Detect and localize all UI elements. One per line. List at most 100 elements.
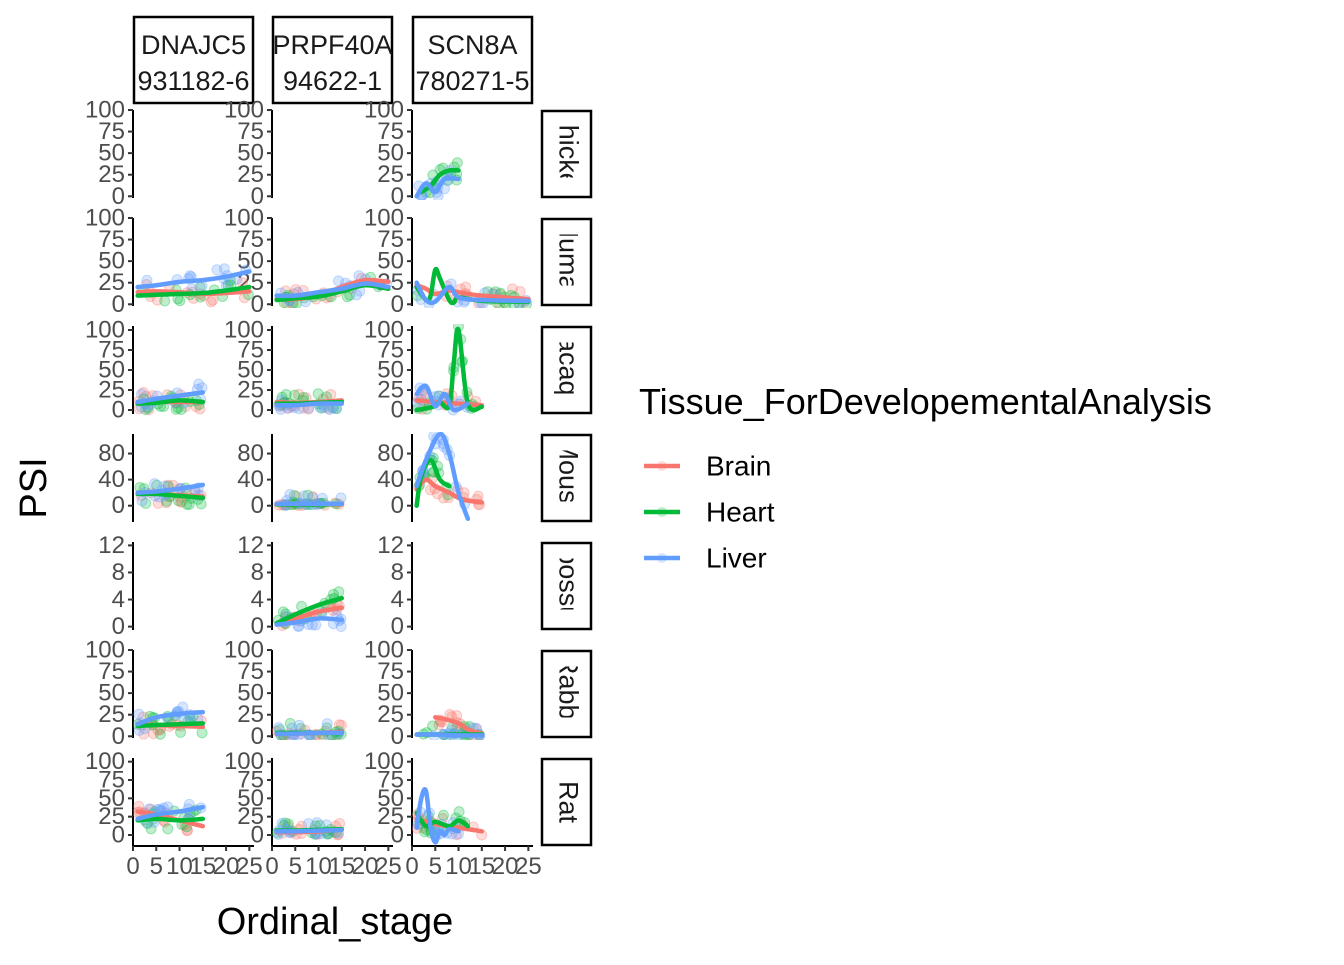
y-tick-label: 0 bbox=[112, 397, 125, 424]
y-tick-label: 0 bbox=[391, 291, 404, 318]
smooth-line-heart bbox=[135, 816, 206, 823]
y-tick-label: 25 bbox=[377, 161, 404, 188]
y-tick-label: 4 bbox=[391, 586, 404, 613]
y-tick-label: 25 bbox=[98, 701, 125, 728]
data-point bbox=[302, 489, 314, 501]
smooth-line-heart bbox=[414, 810, 471, 829]
y-tick-label: 40 bbox=[98, 466, 125, 493]
y-axis-title: PSI bbox=[13, 457, 55, 518]
data-point bbox=[170, 403, 182, 415]
y-tick-label: 12 bbox=[98, 532, 125, 559]
column-strip bbox=[411, 15, 534, 105]
y-tick-label: 0 bbox=[251, 397, 264, 424]
y-tick-label: 100 bbox=[364, 205, 404, 232]
x-tick-label: 15 bbox=[328, 853, 355, 880]
x-tick-label: 10 bbox=[445, 853, 472, 880]
y-tick-label: 25 bbox=[377, 701, 404, 728]
data-point bbox=[152, 497, 164, 509]
y-tick-label: 100 bbox=[364, 748, 404, 775]
data-point bbox=[145, 823, 157, 835]
row-strip bbox=[540, 541, 593, 631]
y-tick-label: 0 bbox=[391, 613, 404, 640]
data-point bbox=[284, 488, 296, 500]
y-tick-label: 40 bbox=[377, 466, 404, 493]
data-point bbox=[138, 728, 150, 740]
y-tick-label: 100 bbox=[85, 317, 125, 344]
y-tick-label: 0 bbox=[112, 822, 125, 849]
data-point bbox=[205, 296, 217, 308]
row-strip bbox=[540, 325, 593, 415]
data-point bbox=[181, 498, 193, 510]
y-tick-label: 50 bbox=[98, 785, 125, 812]
column-strip-label: 780271-5 bbox=[415, 66, 529, 96]
y-tick-label: 0 bbox=[391, 397, 404, 424]
x-tick-label: 20 bbox=[492, 853, 519, 880]
y-tick-label: 25 bbox=[377, 803, 404, 830]
y-tick-label: 8 bbox=[251, 559, 264, 586]
legend-label-liver: Liver bbox=[706, 543, 767, 574]
data-point bbox=[137, 387, 149, 399]
y-tick-label: 75 bbox=[377, 337, 404, 364]
x-tick-label: 0 bbox=[405, 853, 418, 880]
data-point bbox=[154, 728, 166, 740]
smooth-line-liver bbox=[414, 175, 461, 199]
y-tick-label: 100 bbox=[364, 637, 404, 664]
row-strip bbox=[540, 217, 593, 307]
x-tick-label: 10 bbox=[166, 853, 193, 880]
row-strip bbox=[540, 757, 593, 847]
x-tick-label: 25 bbox=[515, 853, 542, 880]
smooth-line-liver bbox=[135, 269, 252, 290]
column-strip-label: SCN8A bbox=[427, 30, 517, 60]
smooth-line-brain bbox=[433, 715, 485, 736]
y-tick-label: 50 bbox=[237, 140, 264, 167]
column-strip bbox=[271, 15, 394, 105]
column-strip bbox=[132, 15, 255, 105]
smooth-line-liver bbox=[414, 732, 485, 738]
row-strip-label: Human bbox=[554, 218, 584, 305]
y-tick-label: 100 bbox=[85, 748, 125, 775]
smooth-line-liver bbox=[274, 730, 345, 736]
smooth-line-heart bbox=[135, 398, 206, 406]
data-point bbox=[293, 388, 305, 400]
x-tick-label: 15 bbox=[468, 853, 495, 880]
y-tick-label: 75 bbox=[98, 337, 125, 364]
y-tick-label: 0 bbox=[391, 492, 404, 519]
data-point bbox=[148, 728, 160, 740]
data-point bbox=[277, 606, 289, 618]
y-tick-label: 25 bbox=[237, 701, 264, 728]
y-tick-label: 50 bbox=[98, 680, 125, 707]
legend-key-point bbox=[657, 553, 667, 563]
y-tick-label: 50 bbox=[377, 680, 404, 707]
y-tick-label: 0 bbox=[251, 613, 264, 640]
data-point bbox=[196, 727, 208, 739]
y-tick-label: 100 bbox=[224, 748, 264, 775]
data-point bbox=[175, 403, 187, 415]
y-tick-label: 100 bbox=[224, 637, 264, 664]
y-tick-label: 75 bbox=[377, 226, 404, 253]
y-tick-label: 75 bbox=[377, 767, 404, 794]
column-strip-label: 94622-1 bbox=[283, 66, 382, 96]
y-tick-label: 75 bbox=[237, 337, 264, 364]
data-point bbox=[507, 283, 519, 295]
y-tick-label: 0 bbox=[112, 723, 125, 750]
smooth-line-brain bbox=[135, 809, 206, 829]
smooth-line-liver bbox=[414, 383, 471, 413]
row-strip-label: Opossum bbox=[554, 528, 584, 644]
data-point bbox=[321, 718, 333, 730]
row-strip-label: Macaque bbox=[554, 314, 584, 425]
y-tick-label: 100 bbox=[85, 637, 125, 664]
y-tick-label: 50 bbox=[237, 785, 264, 812]
data-point bbox=[438, 492, 450, 504]
row-strip bbox=[540, 649, 593, 739]
data-point bbox=[298, 490, 310, 502]
y-tick-label: 12 bbox=[377, 532, 404, 559]
y-tick-label: 4 bbox=[112, 586, 125, 613]
y-tick-label: 80 bbox=[377, 440, 404, 467]
y-tick-label: 0 bbox=[251, 822, 264, 849]
data-point bbox=[335, 492, 347, 504]
x-tick-label: 20 bbox=[352, 853, 379, 880]
smooth-line-heart bbox=[135, 721, 206, 729]
data-point bbox=[207, 294, 219, 306]
y-tick-label: 40 bbox=[237, 466, 264, 493]
